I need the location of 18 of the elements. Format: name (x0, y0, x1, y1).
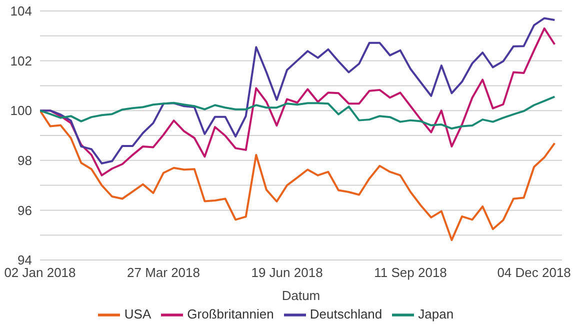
line-series (40, 110, 556, 242)
x-tick-label: 19 Jun 2018 (251, 265, 323, 280)
y-tick-label: 96 (18, 202, 32, 218)
y-tick-label: 100 (10, 103, 32, 118)
x-tick-label: 27 Mar 2018 (127, 265, 200, 280)
x-tick-label: 04 Dec 2018 (497, 265, 571, 280)
legend-label: Japan (418, 306, 454, 322)
legend-label: USA (124, 306, 152, 322)
y-tick-label: 98 (18, 153, 32, 168)
legend-label: Großbritannien (187, 306, 274, 322)
y-tick-label: 104 (10, 4, 32, 19)
y-tick-label: 102 (10, 53, 32, 68)
line-series (40, 96, 556, 130)
legend-label: Deutschland (310, 306, 382, 322)
x-axis-title: Datum (282, 288, 320, 303)
y-tick-label: 94 (18, 252, 32, 268)
x-tick-label: 02 Jan 2018 (4, 265, 76, 280)
x-tick-label: 11 Sep 2018 (374, 265, 447, 280)
